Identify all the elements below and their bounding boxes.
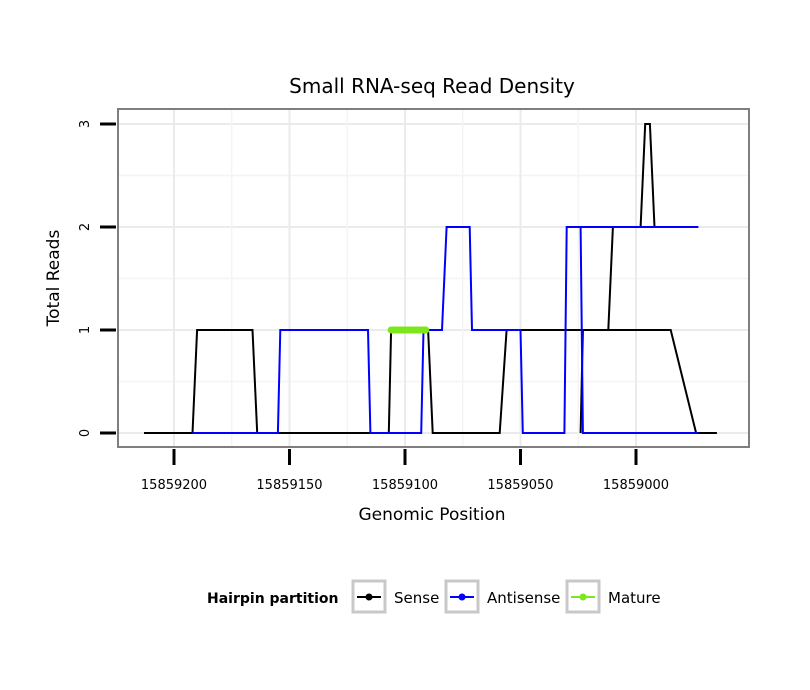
y-tick-label: 0 bbox=[78, 429, 93, 437]
y-tick-label: 2 bbox=[78, 223, 93, 231]
y-tick-label: 3 bbox=[78, 120, 93, 128]
chart-title: Small RNA-seq Read Density bbox=[289, 74, 575, 98]
x-axis: 15859200 15859150 15859100 15859050 15859000 bbox=[141, 449, 669, 493]
legend-title: Hairpin partition bbox=[207, 591, 338, 607]
grid bbox=[118, 109, 749, 447]
legend-label-antisense: Antisense bbox=[487, 589, 560, 607]
series-group bbox=[144, 123, 717, 434]
x-tick-label: 15859050 bbox=[487, 478, 553, 493]
legend-key-marker bbox=[579, 593, 587, 601]
x-tick-label: 15859150 bbox=[256, 478, 322, 493]
legend-key-marker bbox=[365, 593, 373, 601]
legend-key-marker bbox=[458, 593, 466, 601]
y-axis-label: Total Reads bbox=[44, 230, 64, 328]
x-tick-label: 15859200 bbox=[141, 478, 207, 493]
x-tick-label: 15859000 bbox=[603, 478, 669, 493]
x-axis-label: Genomic Position bbox=[358, 505, 505, 525]
series-line-antisense bbox=[192, 226, 699, 434]
legend-label-sense: Sense bbox=[394, 589, 439, 607]
y-axis: 0 1 2 3 bbox=[78, 120, 116, 437]
legend: Hairpin partition Sense Antisense Mature bbox=[207, 579, 661, 614]
y-tick-label: 1 bbox=[78, 326, 93, 334]
plot-frame bbox=[117, 108, 750, 448]
x-tick-label: 15859100 bbox=[372, 478, 438, 493]
series-line-antisense bbox=[566, 226, 699, 434]
legend-label-mature: Mature bbox=[608, 589, 661, 607]
